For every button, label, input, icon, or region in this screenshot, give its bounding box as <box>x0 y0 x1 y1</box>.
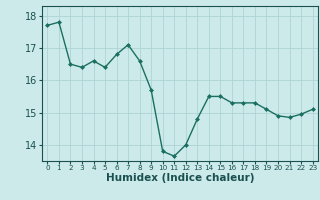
X-axis label: Humidex (Indice chaleur): Humidex (Indice chaleur) <box>106 173 254 183</box>
